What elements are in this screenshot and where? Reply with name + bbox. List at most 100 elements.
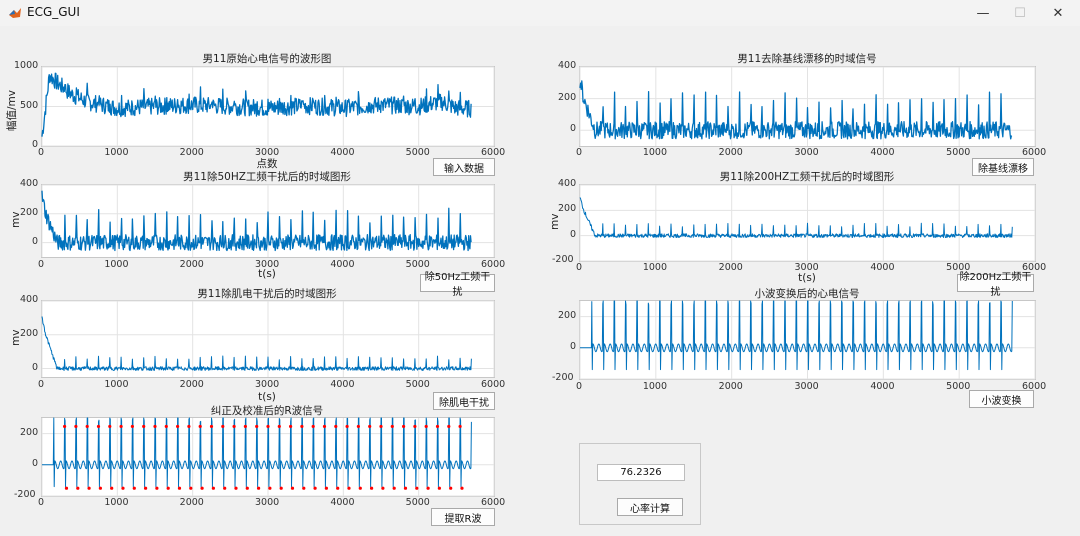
window-title: ECG_GUI [27, 5, 80, 19]
plot-5-axes[interactable] [41, 300, 495, 378]
plot-7-canvas [41, 417, 495, 497]
y-tick-label: 0 [32, 235, 39, 247]
r-peak-marker [447, 424, 451, 429]
x-tick-label: 0 [38, 497, 45, 508]
r-peak-marker [402, 424, 406, 429]
s-trough-marker [234, 486, 238, 490]
plot-3-axes[interactable] [41, 184, 495, 258]
plot-6-title: 小波变换后的心电信号 [754, 288, 860, 300]
r-peak-marker [356, 424, 360, 429]
y-tick-label: 0 [570, 228, 577, 240]
x-tick-label: 6000 [1022, 147, 1047, 158]
s-trough-marker [381, 486, 385, 490]
r-peak-marker [63, 424, 67, 429]
minimize-button[interactable]: — [976, 5, 990, 21]
plot-2-canvas [579, 66, 1036, 146]
heart-rate-button[interactable]: 心率计算 [617, 498, 683, 516]
s-trough-marker [290, 486, 295, 490]
s-trough-marker [426, 486, 430, 490]
r-peak-marker [311, 424, 315, 429]
figure-client-area: 男11原始心电信号的波形图 点数 幅值/mv 0 1000 2000 3000 4000… [0, 26, 1080, 536]
r-peak-marker [198, 424, 202, 429]
plot-1-axes[interactable] [41, 66, 495, 147]
x-tick-label: 6000 [1022, 381, 1047, 392]
x-tick-label: 4000 [330, 497, 355, 508]
remove-emg-button[interactable]: 除肌电干扰 [433, 392, 495, 410]
s-trough-marker [256, 486, 261, 490]
y-tick-label: 0 [570, 340, 577, 352]
x-tick-label: 5000 [946, 262, 971, 273]
r-peak-marker [345, 424, 349, 429]
x-tick-label: 0 [576, 381, 583, 392]
y-tick-label: 200 [20, 327, 39, 339]
y-tick-label: 200 [20, 206, 39, 218]
r-peak-marker [187, 424, 191, 429]
x-tick-label: 2000 [718, 381, 743, 392]
x-tick-label: 5000 [405, 259, 430, 270]
x-tick-label: 2000 [718, 147, 743, 158]
heart-rate-field[interactable]: 76.2326 [597, 464, 685, 481]
r-peak-marker [413, 424, 417, 429]
input-data-button[interactable]: 输入数据 [433, 158, 495, 176]
plot-2-axes[interactable] [579, 66, 1036, 147]
plot-6-axes[interactable] [579, 300, 1036, 380]
plot-4-canvas [579, 184, 1036, 262]
r-peak-marker [164, 424, 168, 429]
plot-1-title: 男11原始心电信号的波形图 [202, 53, 332, 65]
plot-5-canvas [41, 300, 495, 377]
x-tick-label: 1000 [104, 497, 129, 508]
heart-rate-panel: 76.2326 心率计算 [579, 443, 701, 525]
r-peak-marker [266, 424, 270, 429]
x-tick-label: 1000 [104, 259, 129, 270]
close-button[interactable]: ✕ [1052, 5, 1064, 21]
r-peak-marker [96, 424, 101, 429]
x-tick-label: 6000 [481, 147, 506, 158]
s-trough-marker [200, 486, 204, 490]
y-tick-label: 500 [20, 99, 39, 111]
x-tick-label: 0 [38, 259, 45, 270]
x-tick-label: 2000 [718, 262, 743, 273]
plot-4-axes[interactable] [579, 184, 1036, 262]
x-tick-label: 3000 [794, 262, 819, 273]
extract-r-wave-button[interactable]: 提取R波 [431, 508, 495, 526]
r-peak-marker [221, 424, 225, 429]
y-tick-label: -200 [552, 372, 574, 383]
signal-line [41, 72, 472, 137]
r-peak-marker [74, 424, 78, 429]
s-trough-marker [392, 486, 396, 490]
y-tick-label: 0 [32, 457, 39, 469]
restore-button[interactable]: ☐ [1014, 5, 1026, 21]
remove-baseline-button[interactable]: 除基线漂移 [972, 158, 1034, 176]
y-tick-label: 0 [32, 139, 39, 150]
s-trough-marker [177, 486, 182, 490]
r-peak-marker [255, 424, 259, 429]
s-trough-marker [403, 486, 408, 490]
x-tick-label: 2000 [179, 497, 204, 508]
remove-50hz-button[interactable]: 除50Hz工频干扰 [420, 272, 495, 298]
r-peak-marker [368, 424, 372, 429]
y-tick-label: -200 [552, 254, 574, 265]
plot-3-xlabel: t(s) [258, 268, 276, 280]
plot-7-axes[interactable] [41, 417, 495, 497]
s-trough-marker [313, 486, 317, 490]
r-peak-marker [130, 424, 134, 429]
y-tick-label: 200 [558, 91, 577, 103]
s-trough-marker [245, 486, 249, 490]
wavelet-transform-button[interactable]: 小波变换 [969, 390, 1034, 408]
signal-line [41, 316, 472, 371]
plot-1-canvas [41, 66, 495, 147]
y-tick-label: 200 [558, 309, 577, 321]
plot-2-title: 男11去除基线漂移的时域信号 [737, 53, 877, 65]
r-peak-marker [300, 424, 304, 429]
plot-1-ylabel: 幅值/mv [6, 90, 18, 131]
s-trough-marker [64, 486, 69, 490]
r-peak-marker [390, 424, 394, 429]
x-tick-label: 5000 [405, 147, 430, 158]
remove-200hz-button[interactable]: 除200Hz工频干扰 [957, 272, 1034, 298]
x-tick-label: 6000 [481, 259, 506, 270]
x-tick-label: 3000 [794, 381, 819, 392]
r-peak-marker [334, 424, 338, 429]
x-tick-label: 0 [38, 379, 45, 390]
x-tick-label: 5000 [946, 147, 971, 158]
s-trough-marker [155, 486, 159, 490]
